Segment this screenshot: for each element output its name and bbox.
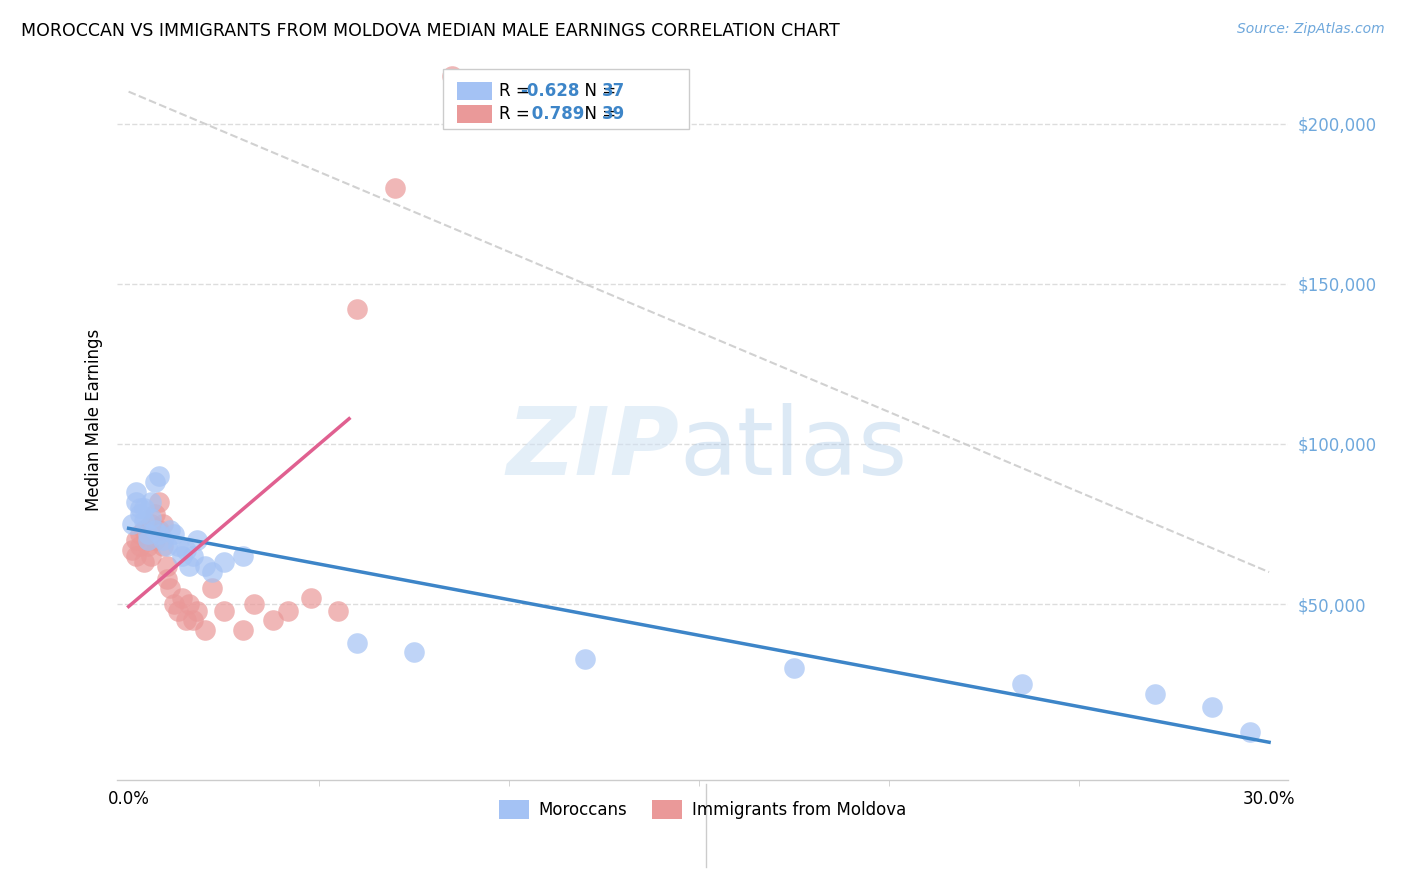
Point — [136, 533, 159, 547]
Point — [326, 603, 349, 617]
Point — [148, 494, 170, 508]
Point — [1011, 677, 1033, 691]
Point — [152, 540, 174, 554]
Point — [212, 556, 235, 570]
Point — [574, 651, 596, 665]
Point — [299, 591, 322, 605]
Point — [181, 613, 204, 627]
Point — [148, 469, 170, 483]
Point — [170, 549, 193, 563]
Point — [194, 558, 217, 573]
Point — [186, 533, 208, 547]
Point — [152, 533, 174, 547]
Text: N =: N = — [574, 82, 621, 100]
Legend: Moroccans, Immigrants from Moldova: Moroccans, Immigrants from Moldova — [492, 794, 914, 826]
Point — [201, 565, 224, 579]
Point — [152, 517, 174, 532]
Point — [121, 542, 143, 557]
Point — [141, 494, 163, 508]
Point — [132, 524, 155, 538]
Point — [141, 549, 163, 563]
Point — [143, 508, 166, 522]
Point — [125, 533, 148, 547]
Point — [194, 623, 217, 637]
Point — [143, 533, 166, 547]
Point — [1144, 687, 1167, 701]
Point — [232, 623, 254, 637]
Text: 0.789: 0.789 — [526, 105, 585, 123]
Point — [346, 302, 368, 317]
Point — [167, 540, 190, 554]
Point — [125, 549, 148, 563]
Text: N =: N = — [574, 105, 621, 123]
Point — [174, 613, 197, 627]
Point — [132, 501, 155, 516]
Point — [132, 514, 155, 528]
Point — [181, 549, 204, 563]
Point — [346, 635, 368, 649]
Text: atlas: atlas — [679, 403, 907, 495]
Point — [440, 69, 463, 83]
Point — [121, 517, 143, 532]
Point — [136, 540, 159, 554]
Point — [179, 597, 201, 611]
Point — [136, 526, 159, 541]
Text: 39: 39 — [602, 105, 626, 123]
Point — [783, 661, 806, 675]
Point — [262, 613, 284, 627]
Text: R =: R = — [499, 105, 536, 123]
Text: Source: ZipAtlas.com: Source: ZipAtlas.com — [1237, 22, 1385, 37]
Point — [141, 510, 163, 524]
Point — [125, 494, 148, 508]
Point — [384, 180, 406, 194]
Point — [1239, 725, 1261, 739]
Point — [179, 558, 201, 573]
Text: MOROCCAN VS IMMIGRANTS FROM MOLDOVA MEDIAN MALE EARNINGS CORRELATION CHART: MOROCCAN VS IMMIGRANTS FROM MOLDOVA MEDI… — [21, 22, 839, 40]
Point — [1201, 699, 1223, 714]
Point — [155, 558, 177, 573]
Point — [243, 597, 266, 611]
Point — [277, 603, 299, 617]
Point — [129, 508, 152, 522]
Point — [143, 475, 166, 490]
Point — [163, 526, 186, 541]
Text: -0.628: -0.628 — [520, 82, 579, 100]
Point — [148, 524, 170, 538]
Point — [129, 526, 152, 541]
Text: ZIP: ZIP — [506, 403, 679, 495]
Point — [143, 524, 166, 538]
Point — [136, 533, 159, 547]
Text: R =: R = — [499, 82, 536, 100]
Point — [129, 501, 152, 516]
Y-axis label: Median Male Earnings: Median Male Earnings — [86, 329, 103, 511]
Point — [155, 572, 177, 586]
Text: 37: 37 — [602, 82, 626, 100]
Point — [159, 581, 181, 595]
Point — [232, 549, 254, 563]
Point — [159, 524, 181, 538]
Point — [402, 645, 425, 659]
Point — [174, 542, 197, 557]
Point — [141, 517, 163, 532]
Point — [155, 540, 177, 554]
Point — [132, 556, 155, 570]
Point — [125, 485, 148, 500]
Point — [148, 526, 170, 541]
Point — [186, 603, 208, 617]
Point — [201, 581, 224, 595]
Point — [212, 603, 235, 617]
Point — [170, 591, 193, 605]
Point — [163, 597, 186, 611]
Point — [167, 603, 190, 617]
Point — [129, 540, 152, 554]
